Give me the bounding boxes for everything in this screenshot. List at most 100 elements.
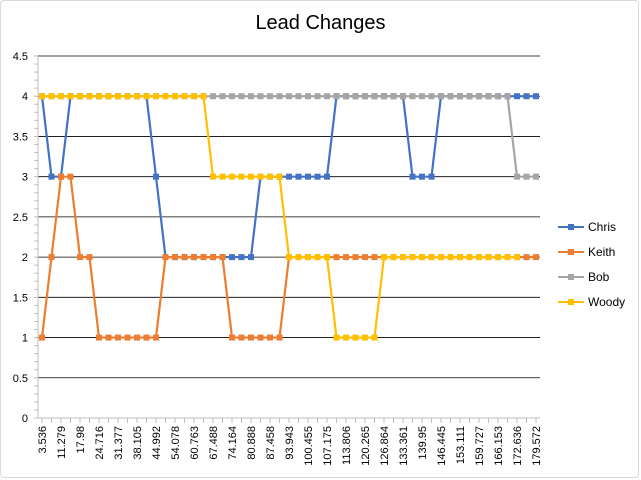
data-point-keith [39,334,45,341]
data-point-bob [286,93,292,100]
x-tick-label: 80.888 [246,426,258,460]
data-point-woody [371,334,378,341]
x-tick-label: 11.279 [56,426,68,459]
legend-swatch-keith [558,245,584,259]
legend-item-keith: Keith [558,239,638,264]
data-point-woody [77,93,83,100]
y-tick-label: 4.5 [13,51,28,63]
data-point-bob [257,93,264,100]
data-point-bob [343,93,349,100]
data-point-bob [362,93,368,100]
data-point-bob [219,93,226,100]
data-point-woody [267,173,273,180]
data-point-woody [276,173,283,180]
data-point-bob [381,93,387,100]
data-point-keith [172,254,178,261]
legend-item-chris: Chris [558,214,638,239]
data-point-woody [362,334,368,341]
data-point-bob [295,93,302,100]
data-point-woody [257,173,264,180]
data-point-woody [447,254,454,261]
data-point-bob [533,173,539,180]
data-point-woody [324,254,330,261]
x-tick-label: 54.078 [170,426,182,460]
data-point-chris [533,93,539,100]
data-point-chris [409,173,416,180]
x-tick-label: 120.265 [360,426,372,466]
data-point-woody [96,93,102,100]
legend-label-bob: Bob [588,269,610,284]
data-point-woody [210,173,216,180]
data-point-keith [533,254,539,261]
data-point-keith [523,254,530,261]
x-tick-label: 126.864 [379,426,391,466]
data-point-bob [333,93,340,100]
y-tick-label: 3 [22,172,28,184]
x-tick-label: 172.636 [512,426,524,466]
data-point-chris [295,173,302,180]
data-point-woody [504,254,511,261]
data-point-woody [153,93,159,100]
data-point-bob [324,93,330,100]
data-point-woody [305,254,311,261]
data-point-woody [495,254,501,261]
data-point-woody [457,254,463,261]
data-point-woody [286,254,292,261]
data-point-keith [267,334,273,341]
data-point-chris [305,173,311,180]
data-point-keith [124,334,131,341]
data-point-keith [115,334,121,341]
data-point-chris [248,254,254,261]
data-point-bob [276,93,283,100]
data-point-bob [248,93,254,100]
x-tick-label: 179.572 [531,426,543,466]
data-point-woody [200,93,207,100]
data-point-bob [409,93,416,100]
x-tick-label: 139.95 [417,426,429,460]
x-tick-label: 100.455 [303,426,315,466]
data-point-keith [210,254,216,261]
data-point-keith [105,334,112,341]
data-point-keith [77,254,83,261]
legend-swatch-woody [558,295,584,309]
x-tick-label: 146.445 [436,426,448,466]
data-point-chris [523,93,530,100]
y-tick-label: 3.5 [13,131,28,143]
x-tick-label: 44.992 [151,426,163,460]
data-point-bob [400,93,406,100]
x-tick-label: 60.763 [189,426,201,460]
x-tick-label: 67.488 [208,426,220,460]
data-point-chris [153,173,159,180]
data-point-bob [438,93,444,100]
y-tick-label: 2.5 [13,212,28,224]
data-point-woody [134,93,140,100]
data-point-keith [153,334,159,341]
x-tick-label: 3.536 [37,426,49,454]
x-tick-label: 74.164 [227,426,239,460]
x-tick-label: 159.727 [474,426,486,466]
legend-label-keith: Keith [588,244,616,259]
x-tick-label: 93.943 [284,426,296,460]
data-point-woody [191,93,197,100]
data-point-chris [428,173,435,180]
data-point-woody [485,254,492,261]
data-point-keith [48,254,55,261]
data-point-woody [162,93,169,100]
data-point-keith [238,334,245,341]
data-point-bob [428,93,435,100]
data-point-keith [191,254,197,261]
data-point-bob [523,173,530,180]
data-point-woody [219,173,226,180]
y-tick-label: 1 [22,333,28,345]
data-point-woody [181,93,188,100]
data-point-woody [86,93,93,100]
data-point-woody [58,93,64,100]
data-point-bob [514,173,520,180]
y-tick-label: 0.5 [13,373,28,385]
data-point-woody [390,254,397,261]
data-point-woody [143,93,150,100]
data-point-chris [419,173,425,180]
data-point-woody [466,254,473,261]
